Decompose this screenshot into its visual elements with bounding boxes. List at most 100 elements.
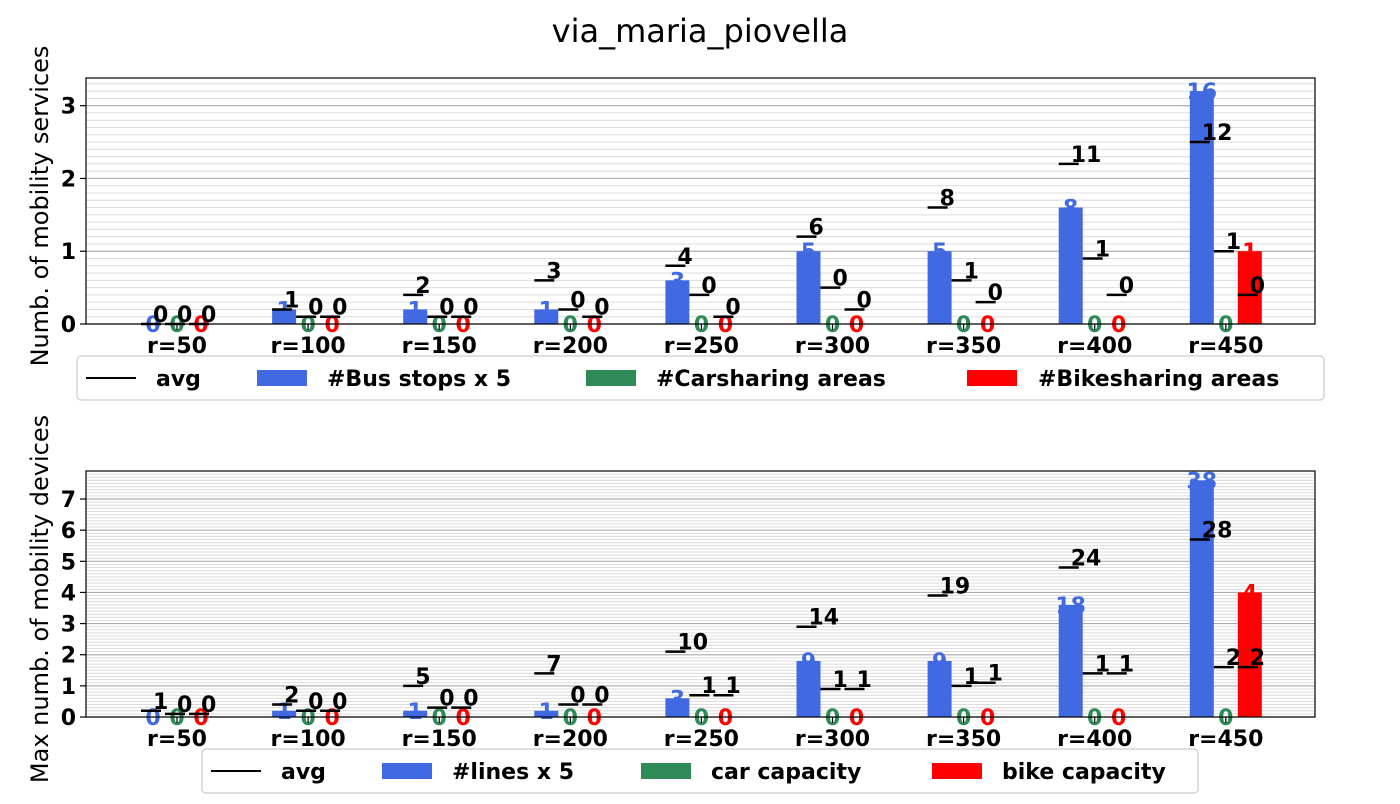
bar--bikesharing-areas xyxy=(1237,251,1262,324)
legend-label: #Bikesharing areas xyxy=(1038,367,1279,392)
avg-value-label: 1 xyxy=(1226,230,1241,255)
bar--lines-x-5 xyxy=(272,710,297,717)
legend-swatch xyxy=(382,763,432,779)
avg-value-label: 0 xyxy=(833,267,848,292)
avg-value-label: 1 xyxy=(988,662,1003,687)
y-axis-label: Max numb. of mobility devices xyxy=(26,415,54,783)
avg-value-label: 10 xyxy=(677,631,708,656)
x-tick-label: r=200 xyxy=(533,727,608,752)
bar-value-label: 9 xyxy=(932,650,947,675)
avg-value-label: 0 xyxy=(308,296,323,321)
bar--lines-x-5 xyxy=(1189,480,1214,717)
avg-value-label: 0 xyxy=(988,281,1003,306)
bar--bus-stops-x-5 xyxy=(534,309,559,324)
avg-value-label: 0 xyxy=(1119,274,1134,299)
y-tick-label: 1 xyxy=(61,675,76,700)
chart-title: via_maria_piovella xyxy=(552,12,849,50)
bar--bus-stops-x-5 xyxy=(1189,91,1214,325)
legend-label: car capacity xyxy=(711,760,861,785)
avg-value-label: 0 xyxy=(463,687,478,712)
plot-frame xyxy=(85,77,1316,325)
bar-value-label: 0 xyxy=(193,706,208,731)
bar-value-label: 0 xyxy=(980,706,995,731)
y-tick-label: 7 xyxy=(61,488,76,513)
y-tick-label: 0 xyxy=(61,706,76,731)
bar-value-label: 0 xyxy=(587,706,602,731)
bar-value-label: 0 xyxy=(324,313,339,338)
x-tick-label: r=100 xyxy=(270,334,345,359)
avg-value-label: 1 xyxy=(1095,237,1110,262)
bar--lines-x-5 xyxy=(796,660,821,717)
y-tick-label: 4 xyxy=(61,581,76,606)
bar-value-label: 5 xyxy=(801,240,816,265)
avg-value-label: 1 xyxy=(725,674,740,699)
bar--lines-x-5 xyxy=(665,698,690,717)
avg-value-label: 3 xyxy=(546,259,561,284)
bar-value-label: 0 xyxy=(980,313,995,338)
avg-value-label: 2 xyxy=(284,684,299,709)
avg-value-label: 28 xyxy=(1202,519,1233,544)
legend-box xyxy=(201,748,1199,794)
avg-value-label: 0 xyxy=(201,303,216,328)
y-tick-label: 0 xyxy=(61,313,76,338)
bar-value-label: 16 xyxy=(1186,80,1217,105)
bar-value-label: 0 xyxy=(145,706,160,731)
bar--lines-x-5 xyxy=(1058,604,1083,717)
avg-value-label: 0 xyxy=(594,296,609,321)
x-tick-label: r=50 xyxy=(147,727,207,752)
x-tick-label: r=100 xyxy=(270,727,345,752)
bar-value-label: 0 xyxy=(456,313,471,338)
avg-value-label: 0 xyxy=(332,296,347,321)
legend-label: bike capacity xyxy=(1002,760,1166,785)
avg-value-label: 0 xyxy=(570,684,585,709)
bar-value-label: 3 xyxy=(670,687,685,712)
bar-value-label: 4 xyxy=(1242,581,1257,606)
avg-value-label: 24 xyxy=(1071,547,1102,572)
avg-value-label: 7 xyxy=(546,652,561,677)
avg-value-label: 0 xyxy=(725,296,740,321)
x-tick-label: r=350 xyxy=(926,334,1001,359)
avg-value-label: 11 xyxy=(1071,143,1102,168)
bar-value-label: 1 xyxy=(276,700,291,725)
avg-value-label: 0 xyxy=(570,288,585,313)
avg-value-label: 0 xyxy=(594,684,609,709)
bar--lines-x-5 xyxy=(403,710,428,717)
legend-label: avg xyxy=(156,367,201,392)
legend-label: #Carsharing areas xyxy=(656,367,886,392)
avg-value-label: 1 xyxy=(964,259,979,284)
x-tick-label: r=350 xyxy=(926,727,1001,752)
bar-value-label: 0 xyxy=(193,313,208,338)
avg-value-label: 1 xyxy=(833,668,848,693)
bar--bus-stops-x-5 xyxy=(272,309,297,324)
bar--bus-stops-x-5 xyxy=(927,251,952,324)
y-tick-label: 3 xyxy=(61,613,76,638)
x-tick-label: r=150 xyxy=(402,727,477,752)
bar-value-label: 0 xyxy=(145,313,160,338)
bar-value-label: 0 xyxy=(456,706,471,731)
y-tick-label: 5 xyxy=(61,550,76,575)
bar-value-label: 0 xyxy=(718,313,733,338)
legend: avg #lines x 5 car capacity bike capacity xyxy=(201,748,1199,794)
x-tick-label: r=150 xyxy=(402,334,477,359)
legend-swatch xyxy=(257,370,307,386)
x-tick-label: r=450 xyxy=(1188,727,1263,752)
avg-value-label: 0 xyxy=(177,303,192,328)
avg-value-label: 1 xyxy=(964,665,979,690)
avg-value-label: 0 xyxy=(308,690,323,715)
avg-value-label: 1 xyxy=(1119,652,1134,677)
y-tick-label: 1 xyxy=(61,240,76,265)
legend-swatch xyxy=(967,370,1017,386)
bar-value-label: 0 xyxy=(849,706,864,731)
bar-bike-capacity xyxy=(1237,592,1262,717)
bar--bus-stops-x-5 xyxy=(665,280,690,324)
bar-value-label: 18 xyxy=(1055,594,1086,619)
plot-frame xyxy=(85,470,1316,718)
bar-value-label: 1 xyxy=(539,700,554,725)
bar-value-label: 1 xyxy=(539,298,554,323)
avg-value-label: 8 xyxy=(940,187,955,212)
bar-value-label: 38 xyxy=(1186,469,1217,494)
bar-value-label: 0 xyxy=(324,706,339,731)
